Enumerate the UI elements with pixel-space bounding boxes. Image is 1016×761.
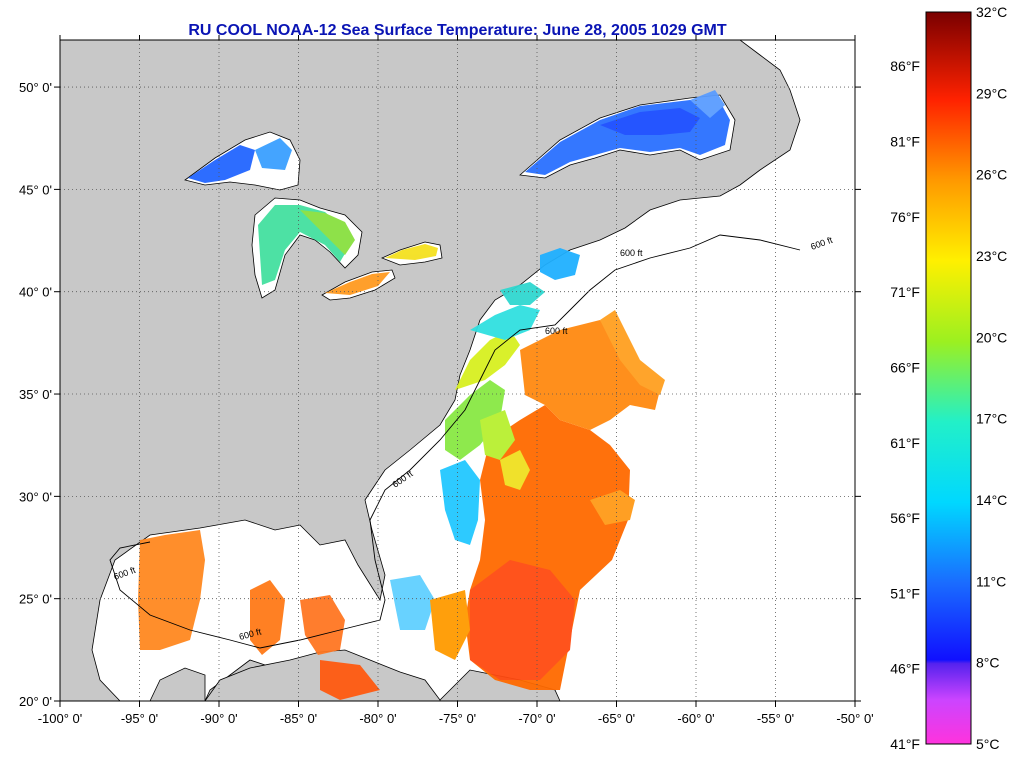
graticule — [60, 40, 855, 701]
fahrenheit-label: 51°F — [890, 585, 920, 601]
yucatan-peninsula — [149, 667, 206, 701]
celsius-label: 26°C — [976, 167, 1007, 183]
celsius-label: 20°C — [976, 329, 1007, 345]
lon-tick-label: -90° 0' — [200, 711, 237, 726]
sst-data-layer — [138, 90, 730, 700]
celsius-label: 14°C — [976, 492, 1007, 508]
fahrenheit-label: 86°F — [890, 58, 920, 74]
lat-tick-label: 25° 0' — [19, 592, 52, 607]
fahrenheit-label: 76°F — [890, 209, 920, 225]
axis-labels: -100° 0' -95° 0' -90° 0' -85° 0' -80° 0' -75°… — [19, 80, 874, 726]
lon-tick-label: -75° 0' — [439, 711, 476, 726]
lon-tick-label: -95° 0' — [121, 711, 158, 726]
legend-labels: 32°C 29°C 26°C 23°C 20°C 17°C 14°C 11°C 8°C 5°C 86… — [890, 4, 1007, 752]
celsius-label: 8°C — [976, 655, 1000, 671]
lon-tick-label: -85° 0' — [280, 711, 317, 726]
lon-tick-label: -50° 0' — [836, 711, 873, 726]
lat-tick-label: 30° 0' — [19, 489, 52, 504]
lon-tick-label: -65° 0' — [598, 711, 635, 726]
lon-tick-label: -55° 0' — [757, 711, 794, 726]
fahrenheit-label: 66°F — [890, 359, 920, 375]
celsius-label: 23°C — [976, 248, 1007, 264]
lon-tick-label: -70° 0' — [518, 711, 555, 726]
fahrenheit-label: 41°F — [890, 736, 920, 752]
fahrenheit-label: 61°F — [890, 435, 920, 451]
fahrenheit-label: 81°F — [890, 134, 920, 150]
axis-ticks — [54, 35, 861, 707]
lat-tick-label: 35° 0' — [19, 387, 52, 402]
celsius-label: 17°C — [976, 411, 1007, 427]
map-title: RU COOL NOAA-12 Sea Surface Temperature:… — [188, 22, 727, 39]
fahrenheit-label: 56°F — [890, 510, 920, 526]
celsius-label: 5°C — [976, 736, 1000, 752]
celsius-label: 29°C — [976, 85, 1007, 101]
fahrenheit-label: 46°F — [890, 661, 920, 677]
lon-tick-label: -60° 0' — [677, 711, 714, 726]
temperature-color-bar — [925, 11, 972, 745]
celsius-label: 32°C — [976, 4, 1007, 20]
lat-tick-label: 20° 0' — [19, 694, 52, 709]
fahrenheit-label: 71°F — [890, 284, 920, 300]
lon-tick-label: -100° 0' — [38, 711, 83, 726]
contour-label-1: 600 ft — [620, 248, 643, 258]
lon-tick-label: -80° 0' — [359, 711, 396, 726]
lat-tick-label: 50° 0' — [19, 80, 52, 95]
depth-contour-600ft — [109, 234, 801, 649]
contour-label-3: 600 ft — [545, 326, 568, 336]
lat-tick-label: 45° 0' — [19, 182, 52, 197]
lat-tick-label: 40° 0' — [19, 285, 52, 300]
celsius-label: 11°C — [976, 573, 1006, 589]
